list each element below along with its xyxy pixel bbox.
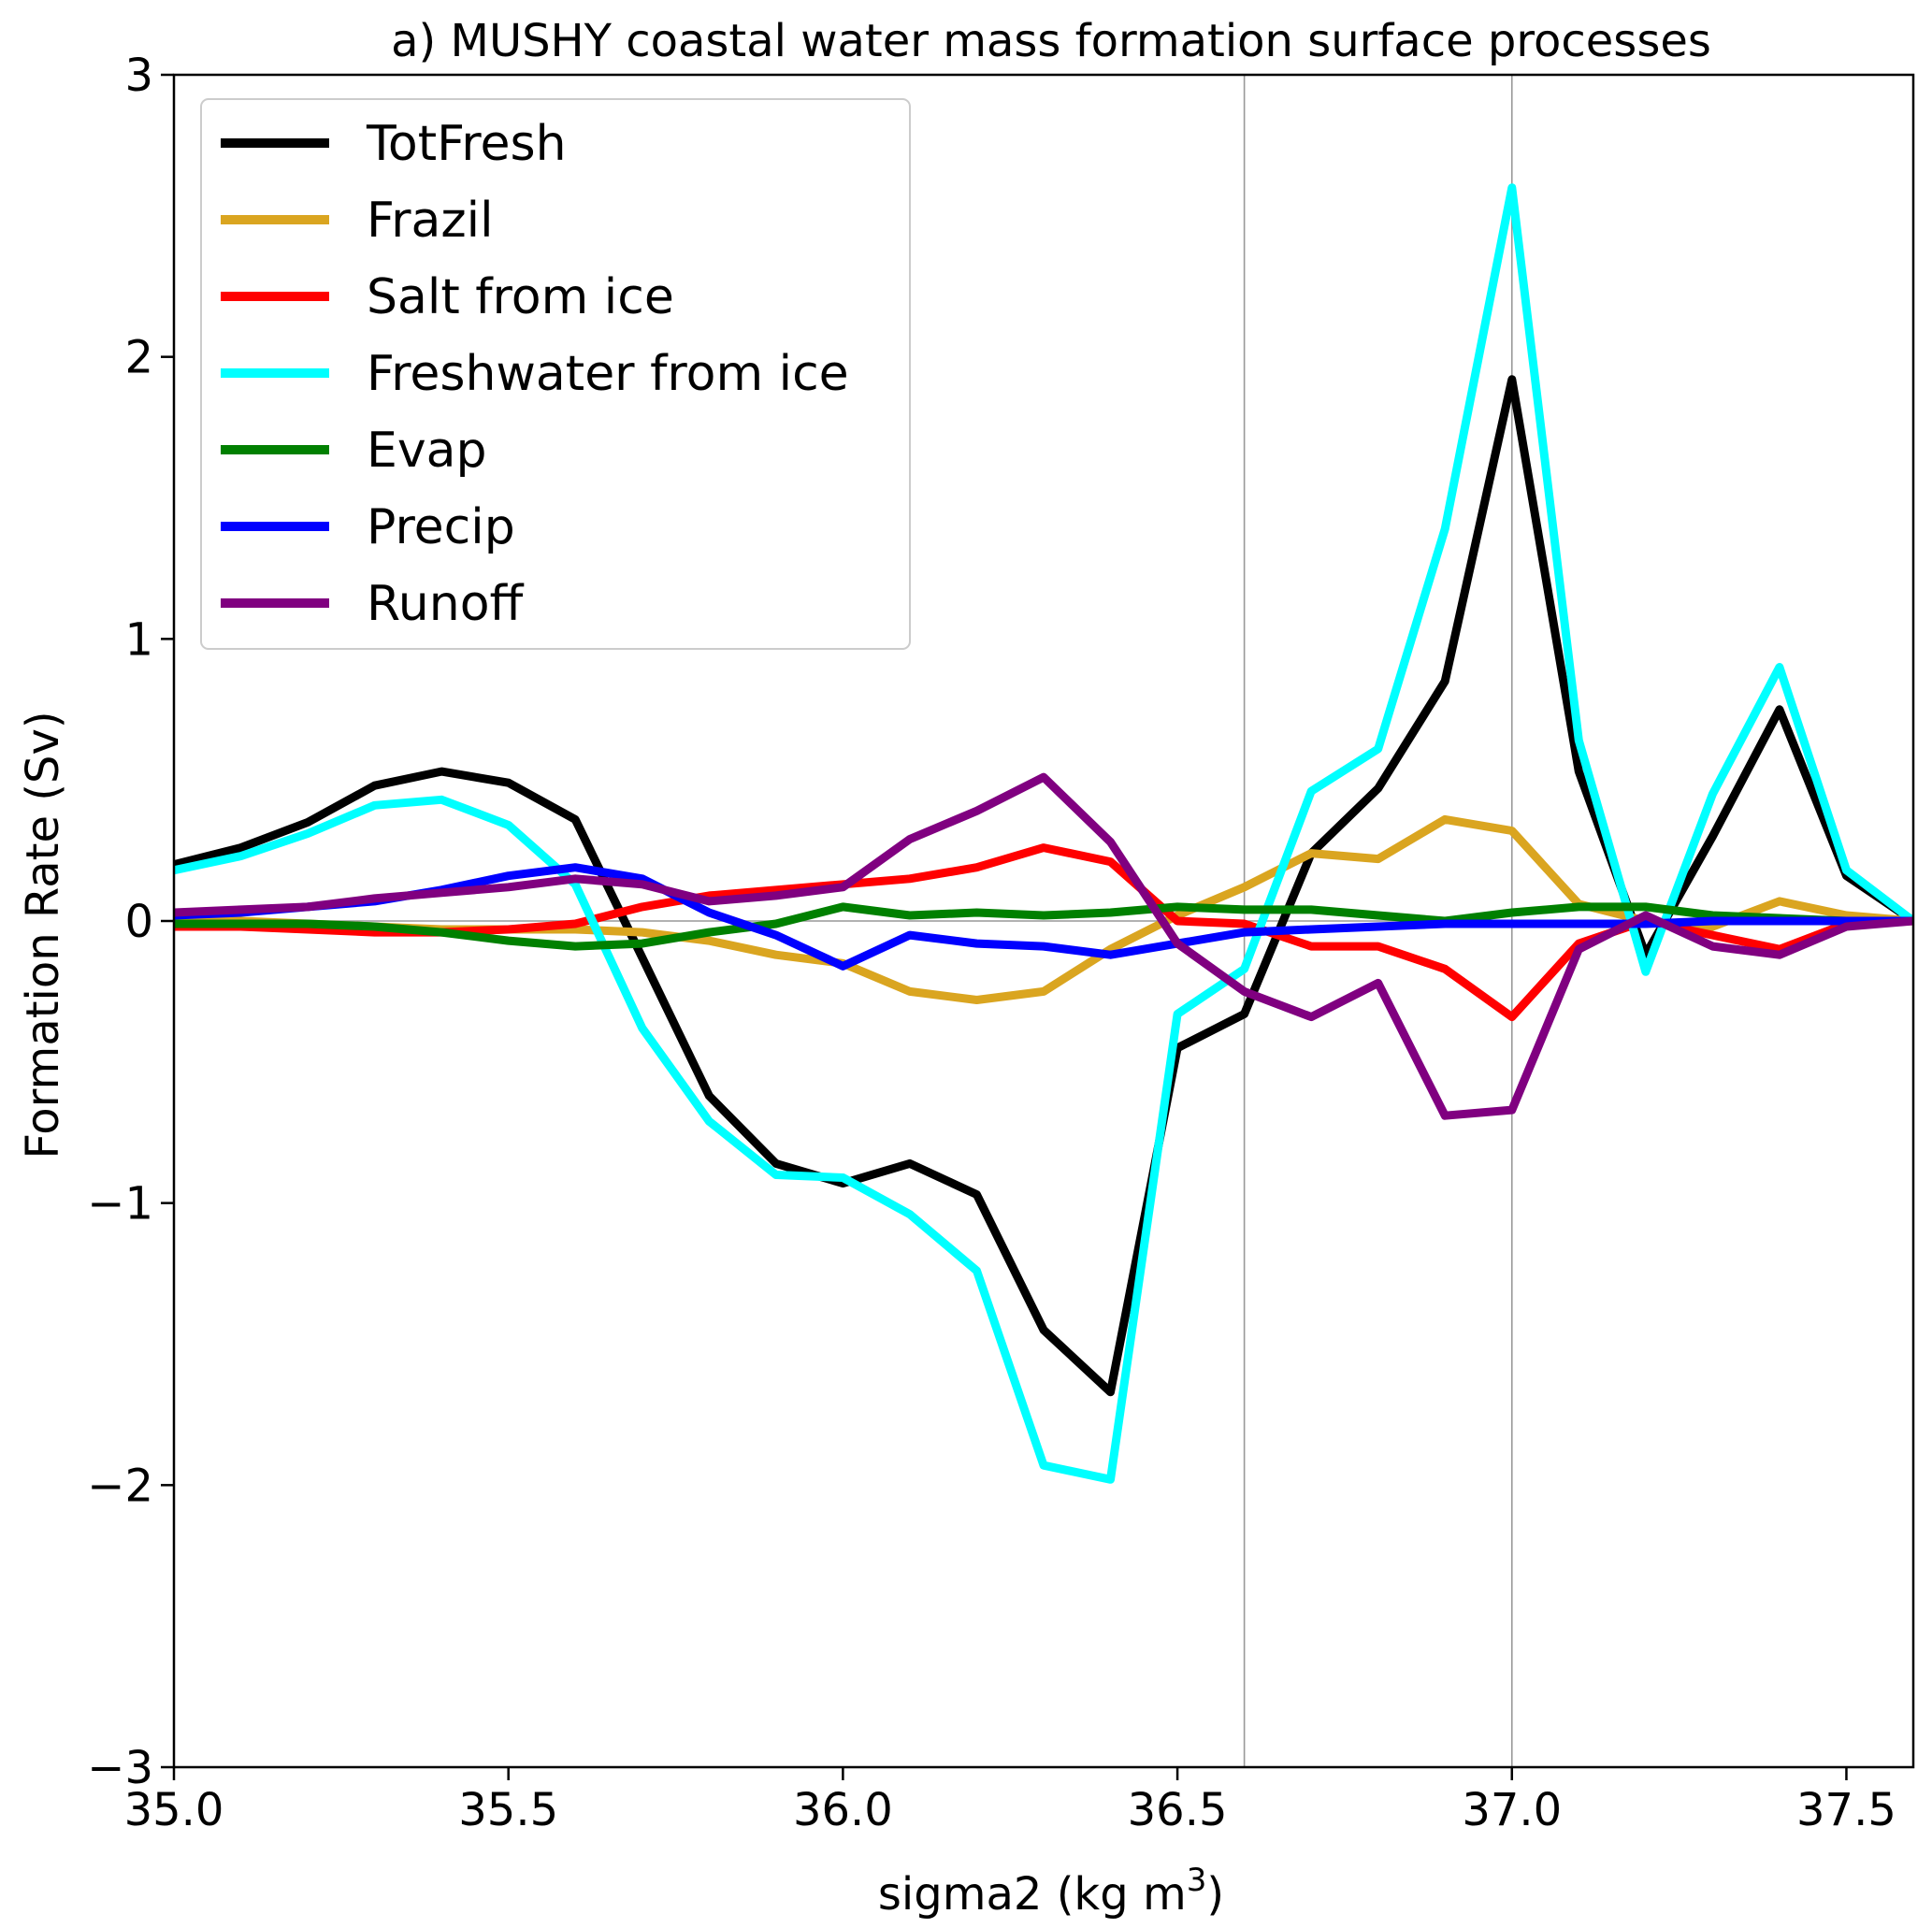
legend-label-freshwater-from-ice: Freshwater from ice — [367, 346, 849, 402]
x-axis-title: sigma2 (kg m3) — [878, 1862, 1224, 1921]
chart-title: a) MUSHY coastal water mass formation su… — [391, 15, 1711, 67]
y-axis-title: Formation Rate (Sv) — [17, 711, 69, 1158]
y-tick-label: 3 — [124, 50, 153, 102]
x-tick-label: 35.0 — [124, 1784, 224, 1836]
series-line-runoff — [174, 772, 1913, 1120]
x-axis-ticks: 35.0 35.5 36.0 36.5 37.0 37.5 — [124, 1767, 1896, 1836]
y-axis-ticks: −3 −2 −1 0 1 2 3 — [87, 50, 174, 1794]
y-tick-label: −1 — [87, 1178, 153, 1230]
y-tick-label: 1 — [124, 613, 153, 666]
series-line-freshwater-from-ice — [174, 183, 1913, 1484]
legend-label-frazil: Frazil — [367, 193, 494, 249]
legend-label-runoff: Runoff — [367, 576, 525, 632]
legend-label-precip: Precip — [367, 499, 515, 555]
x-axis-title-sup: 3 — [1187, 1862, 1207, 1899]
y-tick-label: 2 — [124, 332, 153, 384]
x-axis-title-main: sigma2 (kg m — [878, 1868, 1187, 1921]
series-lines — [174, 183, 1913, 1484]
x-tick-label: 37.5 — [1796, 1784, 1896, 1836]
series-line-evap — [174, 902, 1913, 951]
legend-items: TotFresh Frazil Salt from ice Freshwater fr… — [221, 116, 849, 632]
legend-label-salt-from-ice: Salt from ice — [367, 269, 674, 325]
x-tick-label: 35.5 — [458, 1784, 558, 1836]
y-tick-label: 0 — [124, 896, 153, 948]
x-tick-label: 36.5 — [1128, 1784, 1228, 1836]
x-axis-title-end: ) — [1206, 1868, 1224, 1921]
legend-label-totfresh: TotFresh — [366, 116, 567, 172]
y-tick-label: −2 — [87, 1460, 153, 1512]
legend-label-evap: Evap — [367, 423, 487, 479]
legend: TotFresh Frazil Salt from ice Freshwater fr… — [200, 98, 911, 650]
x-tick-label: 36.0 — [793, 1784, 893, 1836]
x-tick-label: 37.0 — [1462, 1784, 1562, 1836]
legend-frame — [200, 98, 911, 650]
y-tick-label: −3 — [87, 1742, 153, 1794]
